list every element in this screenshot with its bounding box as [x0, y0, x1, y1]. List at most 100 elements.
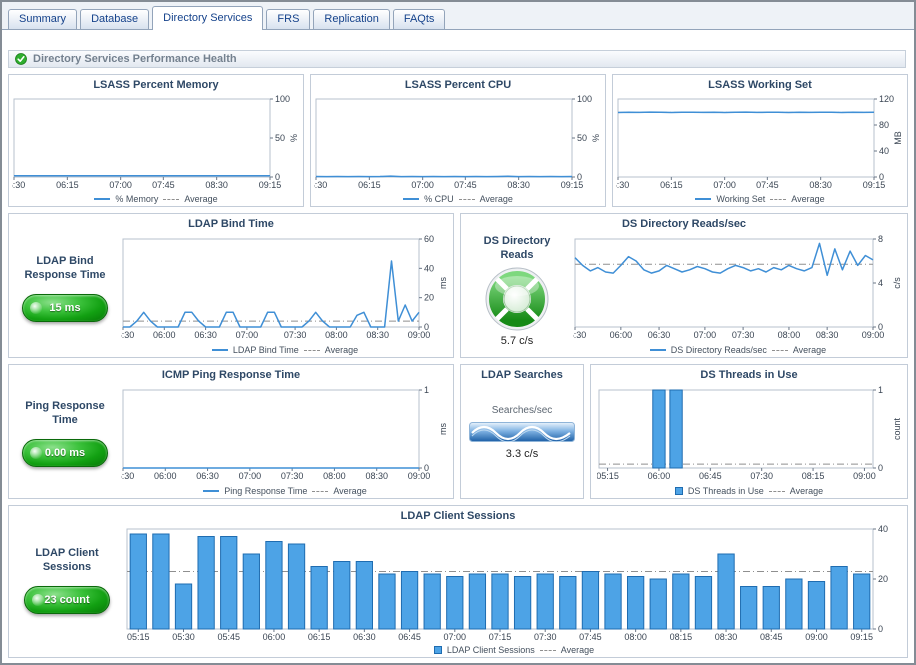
- kpi-label: DS Directory Reads: [483, 235, 551, 262]
- svg-text:0: 0: [878, 624, 883, 634]
- svg-text:20: 20: [424, 293, 434, 303]
- svg-text:06:30: 06:30: [196, 471, 219, 481]
- svg-text:07:00: 07:00: [444, 632, 467, 642]
- ldap-bind-time-chart: 0 20 40 60 ms 05:30 06:00 06:30 07:00 07:30 08:00 0…: [112, 234, 449, 340]
- tab-database[interactable]: Database: [80, 9, 150, 29]
- chart-legend: DS Directory Reads/sec Average: [573, 345, 903, 355]
- svg-text:07:00: 07:00: [713, 180, 736, 190]
- average-label: Average: [560, 645, 595, 655]
- green-check-icon: [15, 53, 27, 65]
- svg-text:06:15: 06:15: [660, 180, 683, 190]
- svg-text:08:45: 08:45: [760, 632, 783, 642]
- svg-text:06:30: 06:30: [194, 330, 217, 340]
- kpi-label: Ping Response Time: [25, 400, 105, 427]
- tab-replication[interactable]: Replication: [313, 9, 390, 29]
- panel-ldap-client-sessions: LDAP Client Sessions LDAP Client Session…: [8, 505, 908, 658]
- svg-text:%: %: [289, 134, 299, 142]
- chart-legend: LDAP Bind Time Average: [121, 345, 449, 355]
- svg-text:0: 0: [424, 322, 429, 332]
- svg-text:09:00: 09:00: [805, 632, 828, 642]
- svg-text:08:00: 08:00: [323, 471, 346, 481]
- sessions-kpi-pill: 23 count: [24, 585, 110, 614]
- panel-ds-directory-reads: DS Directory Reads/sec DS Directory Read…: [460, 213, 908, 358]
- chart-legend: LDAP Client Sessions Average: [125, 645, 903, 655]
- svg-text:40: 40: [424, 263, 434, 273]
- kpi-value: 15 ms: [49, 301, 81, 314]
- svg-text:08:30: 08:30: [809, 180, 832, 190]
- svg-text:07:30: 07:30: [284, 330, 307, 340]
- svg-text:05:30: 05:30: [616, 180, 629, 190]
- icmp-ping-chart: 0 1 ms 05:30 06:00 06:30 07:00 07:30 08:00 08:30 0…: [112, 385, 449, 481]
- ping-kpi: Ping Response Time 0.00 ms: [9, 399, 121, 467]
- average-label: Average: [479, 194, 513, 204]
- svg-text:08:00: 08:00: [778, 330, 801, 340]
- svg-text:1: 1: [878, 385, 883, 395]
- tab-summary[interactable]: Summary: [8, 9, 78, 29]
- svg-text:0: 0: [577, 172, 582, 182]
- ldap-client-sessions-chart: 0 20 40 05:15 05:30 05:45 06:00 06:15 06:30 06:45…: [125, 524, 903, 642]
- svg-text:c/s: c/s: [892, 277, 902, 289]
- panel-title: DS Threads in Use: [700, 369, 798, 381]
- series-label: Ping Response Time: [224, 486, 308, 496]
- svg-text:07:00: 07:00: [694, 330, 717, 340]
- svg-text:07:45: 07:45: [454, 180, 477, 190]
- average-swatch: [163, 198, 180, 200]
- svg-text:06:00: 06:00: [154, 471, 177, 481]
- svg-text:100: 100: [275, 94, 290, 104]
- searches-unit-label: Searches/sec: [491, 405, 553, 416]
- svg-text:0: 0: [879, 172, 884, 182]
- svg-text:0: 0: [275, 172, 280, 182]
- series-swatch: [94, 198, 111, 200]
- series-swatch: [674, 487, 683, 495]
- svg-text:06:00: 06:00: [263, 632, 286, 642]
- svg-text:05:45: 05:45: [217, 632, 240, 642]
- tab-frs[interactable]: FRS: [266, 9, 311, 29]
- sessions-kpi: LDAP Client Sessions 23 count: [9, 546, 125, 614]
- svg-text:count: count: [892, 417, 902, 440]
- main-content: Directory Services Performance Health LS…: [2, 30, 914, 663]
- kpi-value: 5.7 c/s: [500, 334, 534, 347]
- series-swatch: [403, 198, 420, 200]
- kpi-value: 0.00 ms: [44, 446, 86, 459]
- panel-title: LDAP Bind Time: [188, 218, 274, 230]
- svg-text:%: %: [591, 134, 601, 142]
- svg-text:06:00: 06:00: [648, 471, 671, 481]
- svg-text:09:00: 09:00: [853, 471, 876, 481]
- ping-kpi-pill: 0.00 ms: [22, 438, 108, 467]
- svg-text:100: 100: [577, 94, 592, 104]
- panel-ldap-bind-time: LDAP Bind Time LDAP Bind Response Time 1…: [8, 213, 454, 358]
- svg-text:09:00: 09:00: [408, 330, 431, 340]
- svg-text:50: 50: [577, 133, 587, 143]
- series-label: LDAP Client Sessions: [446, 645, 535, 655]
- panel-title: LSASS Working Set: [708, 79, 812, 91]
- kpi-label: LDAP Client Sessions: [35, 547, 99, 574]
- chart-legend: Working Set Average: [613, 194, 907, 204]
- ds-threads-chart: 0 1 count 05:15 06:00 06:45 07:30 08:15 09:00: [596, 385, 903, 481]
- chart-legend: % CPU Average: [311, 194, 605, 204]
- svg-text:05:30: 05:30: [172, 632, 195, 642]
- svg-text:06:30: 06:30: [353, 632, 376, 642]
- svg-text:09:15: 09:15: [863, 180, 886, 190]
- average-label: Average: [792, 345, 827, 355]
- kpi-label: LDAP Bind Response Time: [24, 255, 106, 282]
- tab-faqts[interactable]: FAQts: [392, 9, 446, 29]
- svg-text:4: 4: [878, 278, 883, 288]
- svg-text:05:30: 05:30: [121, 330, 134, 340]
- svg-text:05:30: 05:30: [12, 180, 25, 190]
- average-swatch: [312, 490, 329, 492]
- average-label: Average: [184, 194, 218, 204]
- svg-text:09:00: 09:00: [862, 330, 885, 340]
- svg-text:120: 120: [879, 94, 894, 104]
- svg-text:09:15: 09:15: [850, 632, 873, 642]
- average-swatch: [303, 349, 320, 351]
- section-header[interactable]: Directory Services Performance Health: [8, 50, 906, 68]
- svg-text:06:15: 06:15: [358, 180, 381, 190]
- svg-text:07:45: 07:45: [756, 180, 779, 190]
- tab-directory-services[interactable]: Directory Services: [152, 6, 264, 30]
- svg-text:08:30: 08:30: [205, 180, 228, 190]
- svg-text:06:45: 06:45: [699, 471, 722, 481]
- tab-bar: Summary Database Directory Services FRS …: [2, 2, 914, 30]
- svg-text:09:00: 09:00: [408, 471, 431, 481]
- svg-text:08:30: 08:30: [365, 471, 388, 481]
- series-swatch: [695, 198, 712, 200]
